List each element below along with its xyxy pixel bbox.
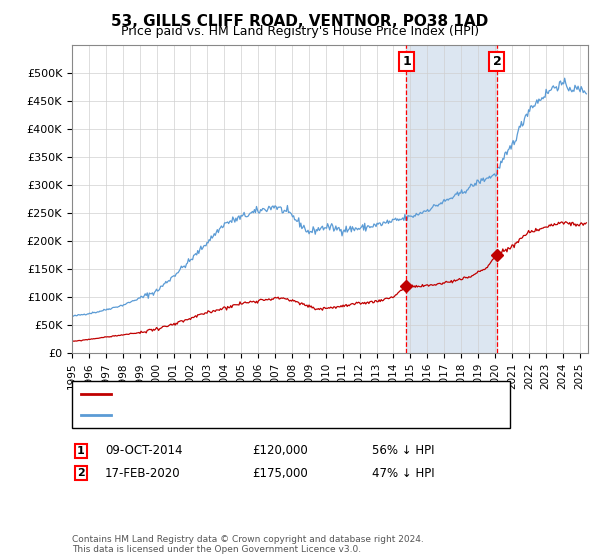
Text: 47% ↓ HPI: 47% ↓ HPI [372, 466, 434, 480]
Text: 2: 2 [493, 55, 502, 68]
Text: £175,000: £175,000 [252, 466, 308, 480]
Text: HPI: Average price, detached house, Isle of Wight: HPI: Average price, detached house, Isle… [117, 410, 392, 420]
Text: Price paid vs. HM Land Registry's House Price Index (HPI): Price paid vs. HM Land Registry's House … [121, 25, 479, 38]
Text: £120,000: £120,000 [252, 444, 308, 458]
Text: 17-FEB-2020: 17-FEB-2020 [105, 466, 181, 480]
Text: 2: 2 [77, 468, 85, 478]
Text: 1: 1 [402, 55, 411, 68]
Text: 1: 1 [77, 446, 85, 456]
Text: 53, GILLS CLIFF ROAD, VENTNOR, PO38 1AD (detached house): 53, GILLS CLIFF ROAD, VENTNOR, PO38 1AD … [117, 389, 466, 399]
Text: 56% ↓ HPI: 56% ↓ HPI [372, 444, 434, 458]
Text: Contains HM Land Registry data © Crown copyright and database right 2024.
This d: Contains HM Land Registry data © Crown c… [72, 535, 424, 554]
Text: 09-OCT-2014: 09-OCT-2014 [105, 444, 182, 458]
Bar [406, 45, 497, 353]
Text: 53, GILLS CLIFF ROAD, VENTNOR, PO38 1AD: 53, GILLS CLIFF ROAD, VENTNOR, PO38 1AD [112, 14, 488, 29]
